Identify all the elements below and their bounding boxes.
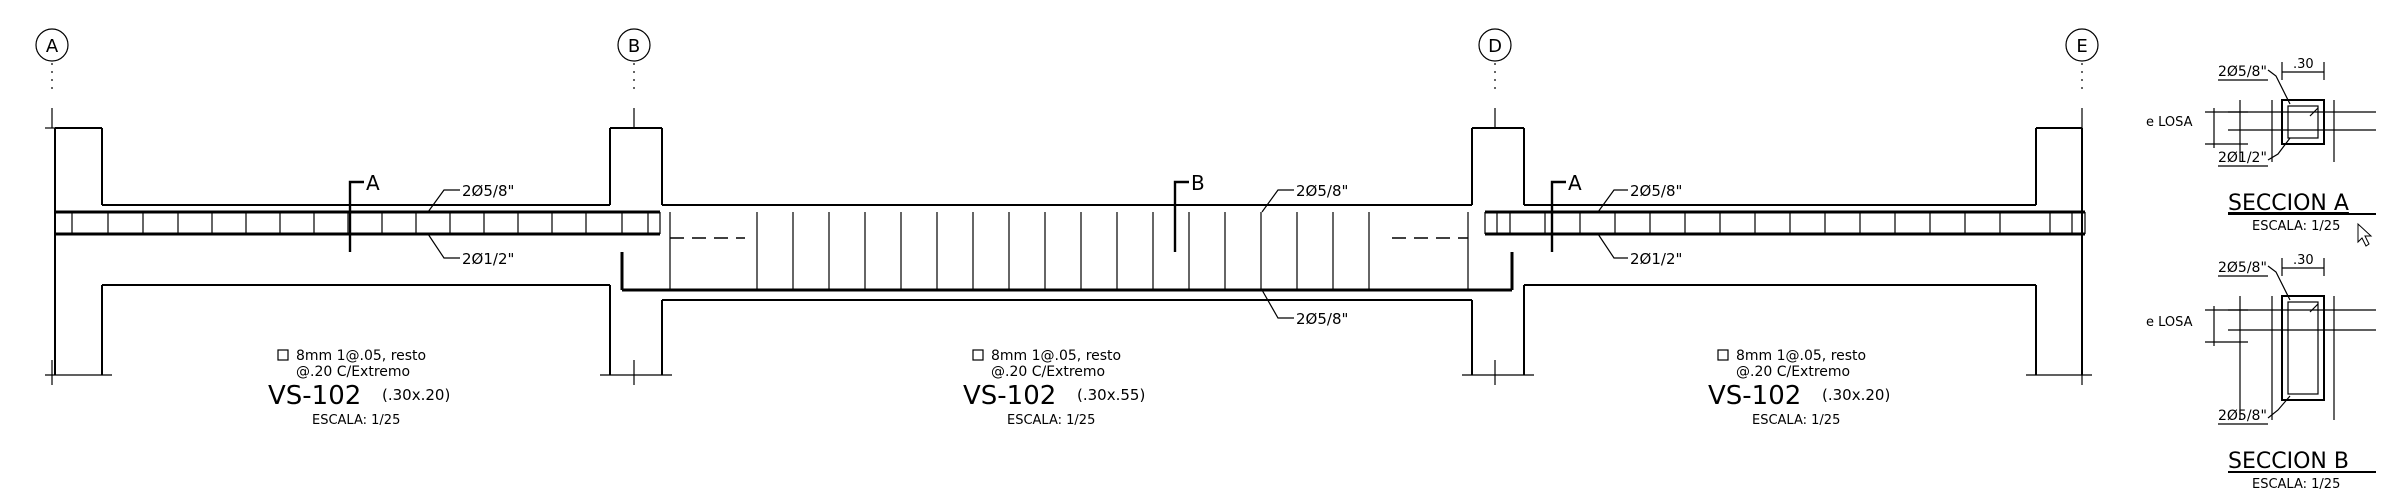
stirrup-note-line2: @.20 C/Extremo — [296, 364, 410, 380]
grid-axis-b: B — [617, 28, 651, 385]
cursor-icon — [2357, 222, 2373, 247]
stirrup-note-line2: @.20 C/Extremo — [991, 364, 1105, 380]
beam-span-2: B 2Ø5/8" 2Ø5/8" — [620, 171, 1514, 328]
stirrup-icon — [277, 349, 289, 361]
section-bottom-bar: 2Ø1/2" — [2218, 150, 2267, 166]
section-cut-label: B — [1191, 171, 1205, 195]
beam-title-1: 8mm 1@.05, resto @.20 C/Extremo VS-102 (… — [268, 348, 450, 428]
column-b — [600, 127, 672, 376]
beam-size: (.30x.20) — [382, 386, 450, 404]
beam-span-1: A 2Ø5/8" 2Ø1/2" — [54, 171, 661, 286]
grid-axis-label: E — [2076, 36, 2087, 57]
beam-scale: ESCALA: 1/25 — [312, 413, 400, 428]
section-scale: ESCALA: 1/25 — [2252, 477, 2340, 492]
top-bar-label: 2Ø5/8" — [462, 182, 514, 200]
stirrups — [1496, 212, 2073, 234]
beam-title-3: 8mm 1@.05, resto @.20 C/Extremo VS-102 (… — [1708, 348, 1890, 428]
section-width-label: .30 — [2293, 57, 2314, 72]
column-a — [45, 127, 112, 376]
grid-axis-label: B — [628, 36, 640, 57]
bottom-bar-label: 2Ø1/2" — [462, 250, 514, 268]
section-title: SECCION B — [2228, 449, 2349, 474]
slab-label: e LOSA — [2146, 115, 2193, 130]
beam-scale: ESCALA: 1/25 — [1007, 413, 1095, 428]
beam-scale: ESCALA: 1/25 — [1752, 413, 1840, 428]
section-a-detail: e LOSA .30 2Ø5/8" 2Ø1/2" SECCION A ESCAL… — [2146, 57, 2376, 247]
section-b-detail: e LOSA .30 2Ø5/8" 2Ø5/8" SECCION B ESCAL… — [2146, 253, 2376, 492]
section-bottom-bar: 2Ø5/8" — [2218, 408, 2267, 424]
bottom-bar-label: 2Ø1/2" — [1630, 250, 1682, 268]
grid-axis-label: D — [1488, 36, 1502, 57]
top-bar-label: 2Ø5/8" — [1630, 182, 1682, 200]
beam-size: (.30x.55) — [1077, 386, 1145, 404]
grid-axis-d: D — [1478, 28, 1512, 385]
stirrup-note-line1: 8mm 1@.05, resto — [1736, 348, 1866, 364]
beam-title-2: 8mm 1@.05, resto @.20 C/Extremo VS-102 (… — [963, 348, 1145, 428]
beam-name: VS-102 — [268, 381, 361, 411]
bottom-bar-label: 2Ø5/8" — [1296, 310, 1348, 328]
beam-span-3: A 2Ø5/8" 2Ø1/2" — [1484, 171, 2086, 286]
stirrups — [71, 212, 649, 234]
stirrup-note-line1: 8mm 1@.05, resto — [296, 348, 426, 364]
section-cut-label: A — [366, 171, 380, 195]
stirrup-icon — [972, 349, 984, 361]
beam-name: VS-102 — [963, 381, 1056, 411]
section-scale: ESCALA: 1/25 — [2252, 219, 2340, 234]
beam-name: VS-102 — [1708, 381, 1801, 411]
stirrup-note-line1: 8mm 1@.05, resto — [991, 348, 1121, 364]
beam-size: (.30x.20) — [1822, 386, 1890, 404]
section-width-label: .30 — [2293, 253, 2314, 268]
column-d — [1462, 127, 1534, 376]
section-cut-label: A — [1568, 171, 1582, 195]
column-e — [2026, 127, 2092, 376]
stirrup-icon — [1717, 349, 1729, 361]
grid-axis-a: A — [35, 28, 69, 385]
stirrup-note-line2: @.20 C/Extremo — [1736, 364, 1850, 380]
section-top-bar: 2Ø5/8" — [2218, 260, 2267, 276]
section-top-bar: 2Ø5/8" — [2218, 64, 2267, 80]
slab-label: e LOSA — [2146, 315, 2193, 330]
stirrups — [756, 212, 1370, 290]
grid-axis-label: A — [46, 36, 59, 57]
section-title: SECCION A — [2228, 191, 2349, 216]
top-bar-label: 2Ø5/8" — [1296, 182, 1348, 200]
